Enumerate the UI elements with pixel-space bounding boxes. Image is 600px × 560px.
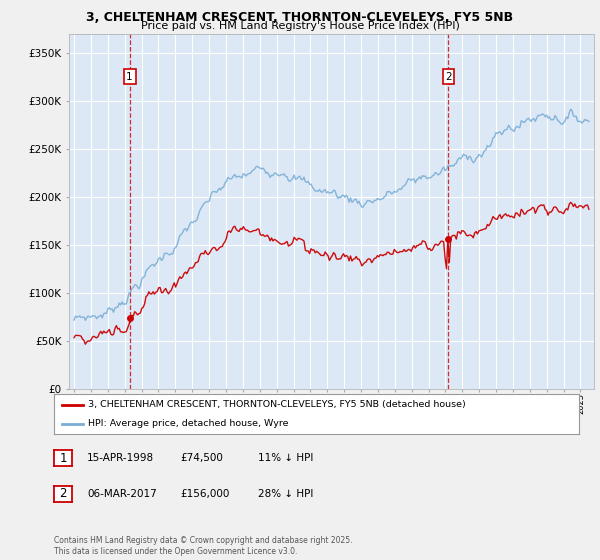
Text: Price paid vs. HM Land Registry's House Price Index (HPI): Price paid vs. HM Land Registry's House …: [140, 21, 460, 31]
Text: 15-APR-1998: 15-APR-1998: [87, 453, 154, 463]
Text: Contains HM Land Registry data © Crown copyright and database right 2025.
This d: Contains HM Land Registry data © Crown c…: [54, 536, 353, 556]
Text: 11% ↓ HPI: 11% ↓ HPI: [258, 453, 313, 463]
Text: 3, CHELTENHAM CRESCENT, THORNTON-CLEVELEYS, FY5 5NB: 3, CHELTENHAM CRESCENT, THORNTON-CLEVELE…: [86, 11, 514, 24]
Text: 1: 1: [59, 451, 67, 465]
Text: £156,000: £156,000: [180, 489, 229, 499]
Text: 1: 1: [126, 72, 133, 82]
Text: 2: 2: [445, 72, 452, 82]
Text: 3, CHELTENHAM CRESCENT, THORNTON-CLEVELEYS, FY5 5NB (detached house): 3, CHELTENHAM CRESCENT, THORNTON-CLEVELE…: [88, 400, 466, 409]
Text: £74,500: £74,500: [180, 453, 223, 463]
Text: 06-MAR-2017: 06-MAR-2017: [87, 489, 157, 499]
Text: 28% ↓ HPI: 28% ↓ HPI: [258, 489, 313, 499]
Text: 2: 2: [59, 487, 67, 501]
Text: HPI: Average price, detached house, Wyre: HPI: Average price, detached house, Wyre: [88, 419, 289, 428]
